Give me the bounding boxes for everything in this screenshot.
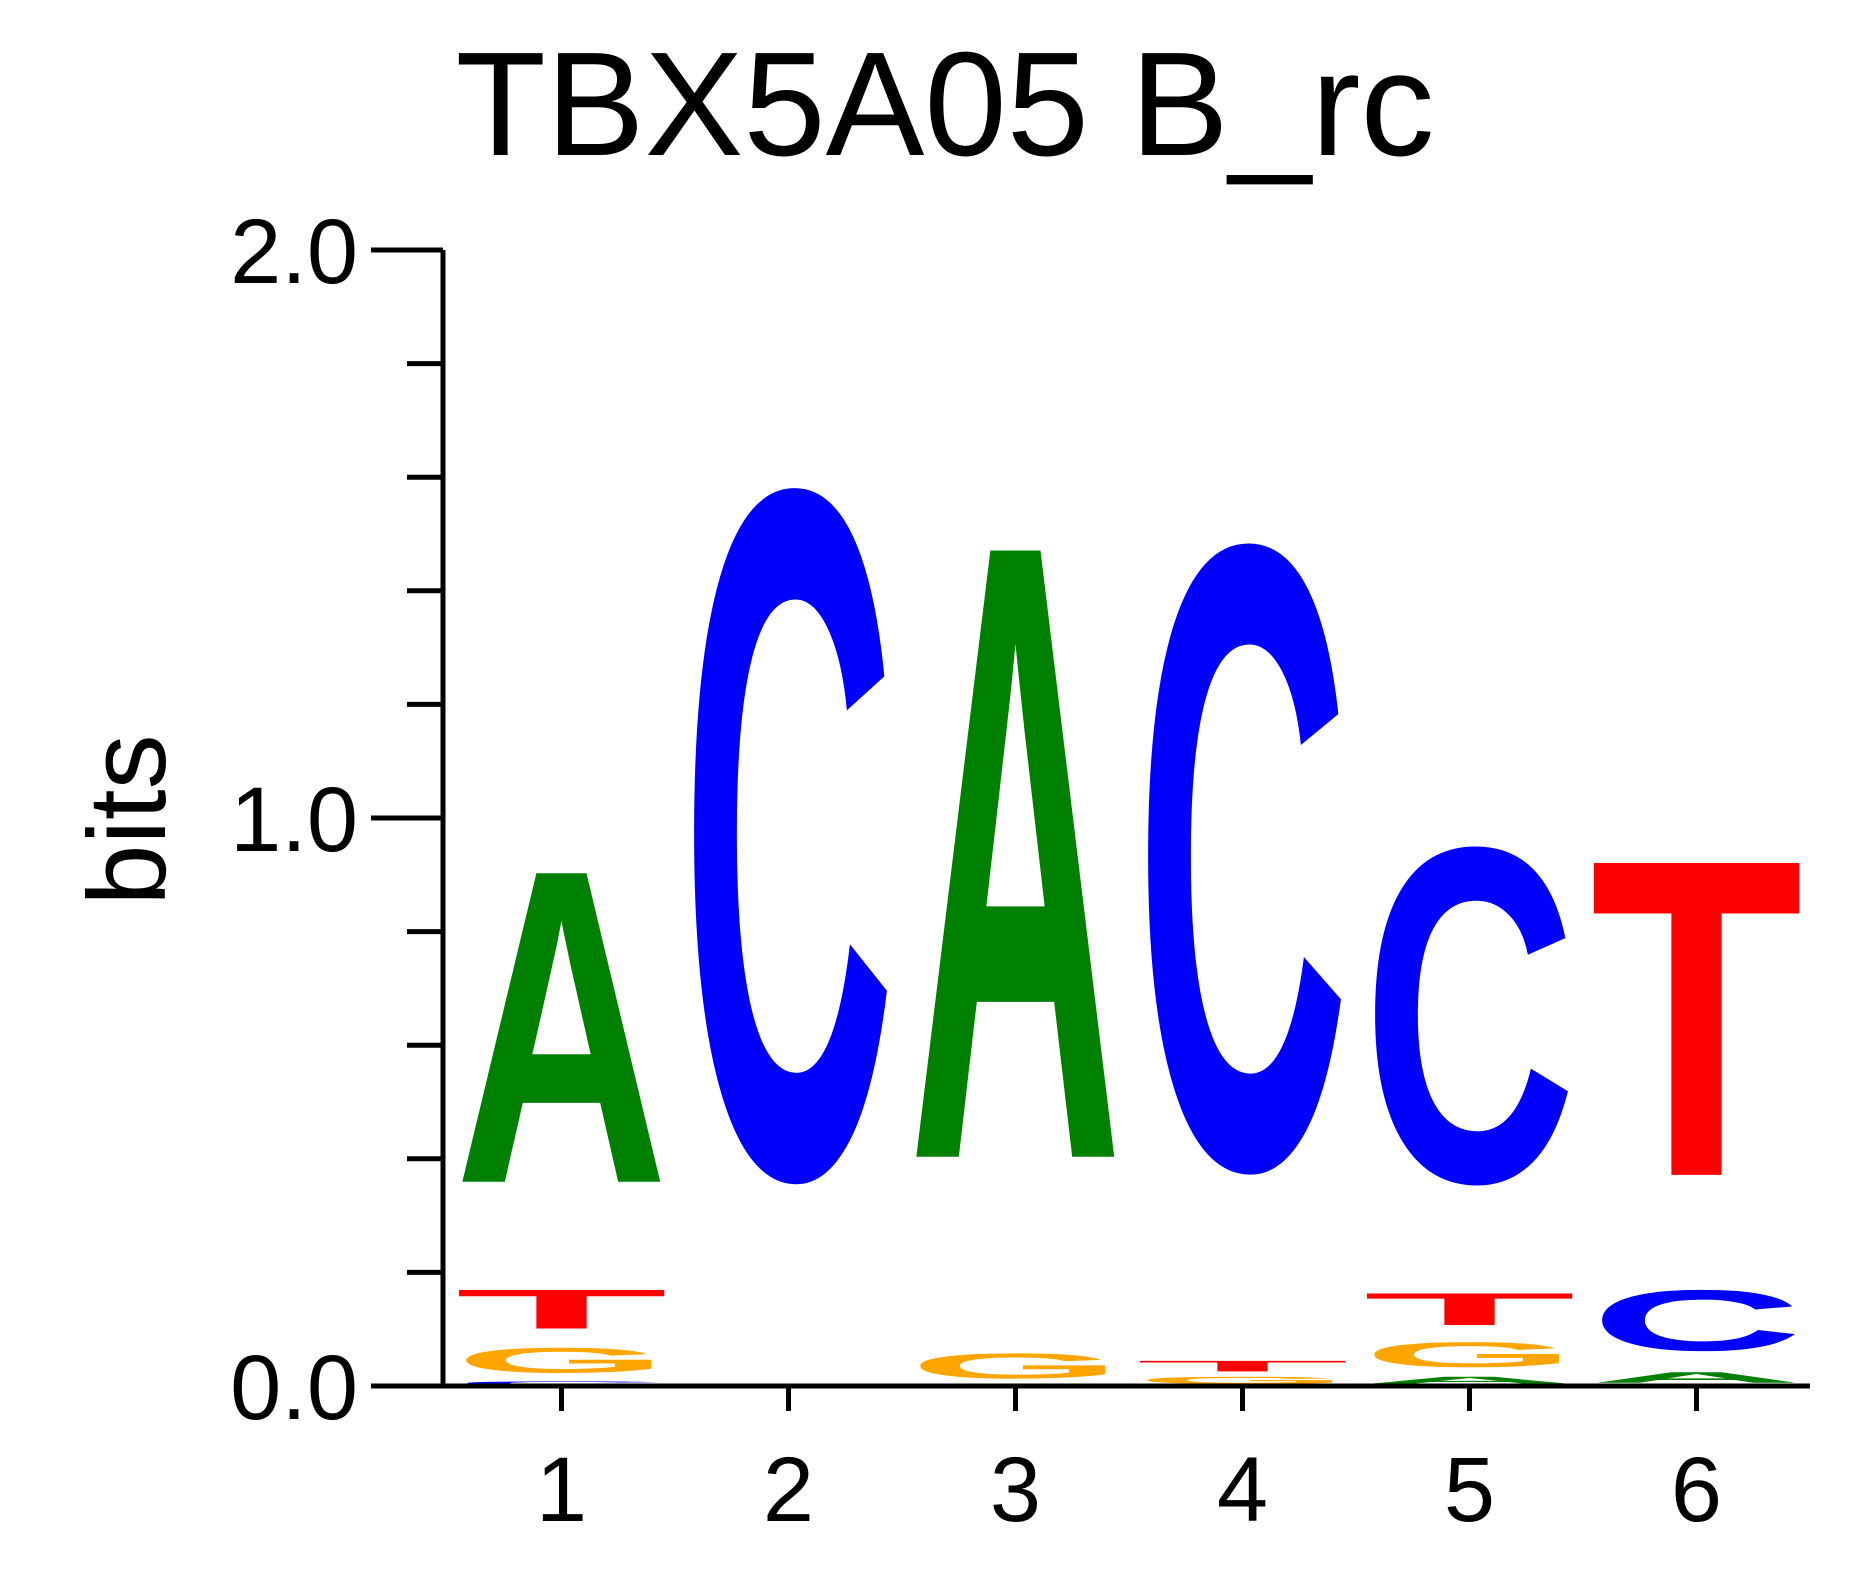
letter-c: C (682, 285, 895, 1384)
letter-a: A (455, 778, 668, 1278)
letter-c: C (455, 1380, 668, 1386)
letter-g: G (455, 1341, 668, 1381)
y-tick-label: 2.0 (230, 201, 358, 303)
letter-c: C (1363, 749, 1576, 1284)
position-stack: GA (909, 360, 1122, 1386)
letter-t: T (1590, 765, 1803, 1272)
letter-g: G (1136, 1375, 1349, 1386)
letter-a: A (1363, 1375, 1576, 1386)
position-stack: ACT (1590, 765, 1803, 1386)
letter-t: T (455, 1278, 668, 1341)
letter-a: A (909, 360, 1122, 1344)
letter-c: C (1136, 359, 1349, 1355)
position-stack: C (682, 285, 895, 1384)
letter-t: T (1136, 1358, 1349, 1375)
x-tick-label: 6 (1671, 1439, 1722, 1541)
letter-c: C (1590, 1272, 1803, 1369)
y-tick-label: 1.0 (230, 769, 358, 871)
y-axis-label: bits (66, 734, 189, 905)
letter-a: A (1590, 1369, 1803, 1386)
letter-t: T (1363, 1284, 1576, 1335)
chart-title: TBX5A05 B_rc (456, 22, 1435, 187)
x-tick-label: 1 (536, 1439, 587, 1541)
y-tick-label: 0.0 (230, 1337, 358, 1439)
x-tick-label: 4 (1217, 1439, 1268, 1541)
axes: 0.0 1.0 2.0 1 2 3 4 5 6 (230, 201, 1810, 1541)
position-stack: GTC (1136, 359, 1349, 1386)
x-tick-label: 3 (990, 1439, 1041, 1541)
x-tick-label: 5 (1444, 1439, 1495, 1541)
x-tick-label: 2 (763, 1439, 814, 1541)
letter-g: G (909, 1346, 1122, 1386)
letter-g: G (1363, 1335, 1576, 1375)
